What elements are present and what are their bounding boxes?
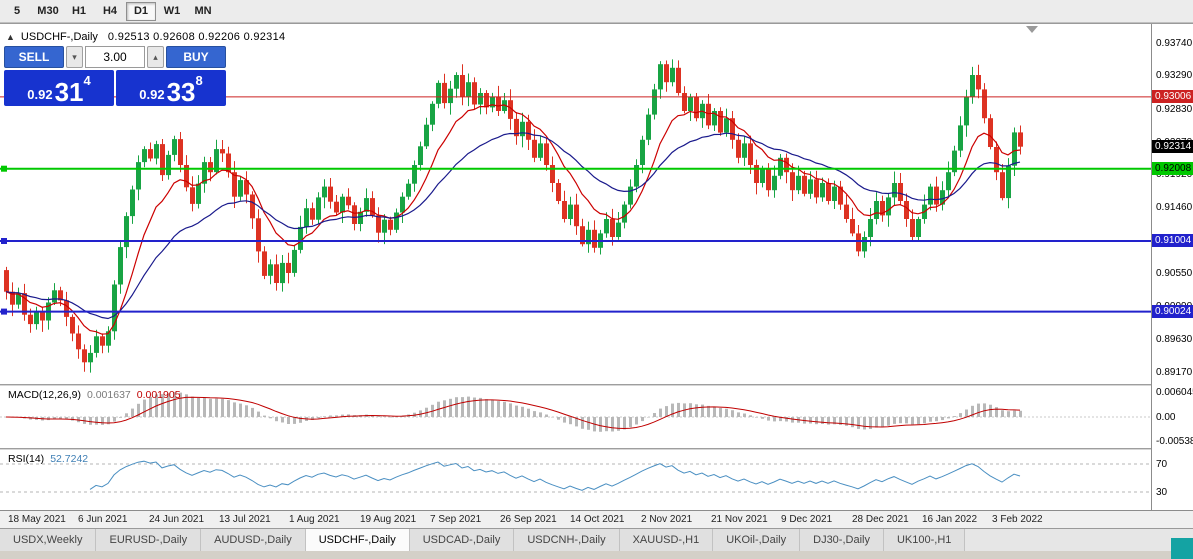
chart-tab-eurusd-daily[interactable]: EURUSD-,Daily	[96, 529, 202, 551]
chart-symbol-title: USDCHF-,Daily	[20, 31, 98, 43]
chart-tab-ukoil-daily[interactable]: UKOil-,Daily	[713, 529, 801, 551]
date-label: 1 Aug 2021	[289, 514, 340, 525]
chart-tab-usdcad-daily[interactable]: USDCAD-,Daily	[409, 529, 515, 551]
timeframe-button-h4[interactable]: H4	[95, 2, 125, 21]
sell-button[interactable]: SELL	[4, 46, 64, 68]
rsi-pane[interactable]	[0, 450, 1151, 510]
sell-price-prefix: 0.92	[27, 87, 53, 103]
oct-controls-row: SELL ▾ ▴ BUY	[4, 46, 226, 68]
moving-averages	[5, 104, 1021, 335]
price-scale[interactable]: 0.937400.932900.928300.923700.919200.914…	[1151, 24, 1193, 510]
chart-tab-usdx-weekly[interactable]: USDX,Weekly	[0, 529, 97, 551]
buy-button[interactable]: BUY	[166, 46, 226, 68]
rsi-value: 52.7242	[50, 453, 89, 465]
timeframe-button-d1[interactable]: D1	[126, 1, 156, 21]
macd-signal-value: 0.001905	[136, 389, 181, 401]
rsi-splitter[interactable]	[0, 448, 1193, 450]
chevron-up-icon: ▴	[153, 51, 158, 62]
sell-price-pips: 31	[54, 76, 84, 107]
price-tick-label: 0.89630	[1156, 334, 1193, 345]
price-tick-label: 0.89170	[1156, 367, 1193, 378]
date-label: 6 Jun 2021	[78, 514, 128, 525]
rsi-header: RSI(14) 52.7242	[8, 453, 94, 465]
date-label: 13 Jul 2021	[219, 514, 271, 525]
macd-pane[interactable]	[0, 386, 1151, 448]
chart-shift-marker	[1026, 26, 1038, 33]
price-badge-0.92314: 0.92314	[1152, 140, 1193, 153]
oct-price-row: 0.92 31 4 0.92 33 8	[4, 70, 226, 106]
macd-axis-label: -0.005383	[1156, 436, 1193, 447]
timeframe-button-h1[interactable]: H1	[64, 2, 94, 21]
chart-tab-usdcnh-daily[interactable]: USDCNH-,Daily	[514, 529, 620, 551]
buy-price-fraction: 8	[195, 73, 203, 88]
date-label: 24 Jun 2021	[149, 514, 205, 525]
chart-tab-dj30-daily[interactable]: DJ30-,Daily	[800, 529, 884, 551]
macd-main-value: 0.001637	[86, 389, 131, 401]
chart-tab-bar: USDX,Weekly EURUSD-,Daily AUDUSD-,Daily USD…	[0, 528, 1193, 551]
volume-input[interactable]	[85, 46, 145, 68]
macd-header: MACD(12,26,9) 0.001637 0.001905	[8, 389, 187, 401]
date-label: 28 Dec 2021	[852, 514, 909, 525]
price-badge-0.93006: 0.93006	[1152, 90, 1193, 103]
buy-price-panel[interactable]: 0.92 33 8	[116, 70, 226, 106]
price-tick-label: 0.92830	[1156, 104, 1193, 115]
price-tick-label: 0.93290	[1156, 70, 1193, 81]
sell-price-panel[interactable]: 0.92 31 4	[4, 70, 114, 106]
chart-ohlc-values: 0.92513 0.92608 0.92206 0.92314	[107, 31, 286, 43]
date-label: 19 Aug 2021	[360, 514, 417, 525]
one-click-trading-panel: SELL ▾ ▴ BUY 0.92 31 4 0.92 33 8	[4, 46, 226, 106]
price-badge-0.92008: 0.92008	[1152, 162, 1193, 175]
price-tick-label: 0.93740	[1156, 38, 1193, 49]
rsi-level-label: 70	[1156, 459, 1168, 470]
candles	[4, 59, 1023, 373]
buy-price-pips: 33	[166, 76, 196, 107]
date-label: 3 Feb 2022	[992, 514, 1043, 525]
date-label: 16 Jan 2022	[922, 514, 978, 525]
buy-price-prefix: 0.92	[139, 87, 165, 103]
macd-axis-label: 0.006045	[1156, 387, 1193, 398]
chevron-down-icon: ▾	[72, 51, 77, 62]
macd-splitter[interactable]	[0, 384, 1193, 386]
rsi-level-label: 30	[1156, 487, 1168, 498]
desktop-corner	[1171, 538, 1193, 559]
timeframe-toolbar: 5 M30 H1 H4 D1 W1 MN	[0, 0, 1193, 23]
price-tick-label: 0.91460	[1156, 202, 1193, 213]
one-click-collapse-icon[interactable]: ▲	[6, 32, 15, 42]
date-label: 14 Oct 2021	[570, 514, 625, 525]
chart-ohlc-header: ▲ USDCHF-,Daily 0.92513 0.92608 0.92206 …	[6, 31, 285, 43]
timeframe-button-5[interactable]: 5	[2, 2, 32, 21]
price-chart-canvas[interactable]	[0, 24, 1151, 384]
volume-decrease-button[interactable]: ▾	[66, 46, 83, 68]
chart-tab-audusd-daily[interactable]: AUDUSD-,Daily	[201, 529, 306, 551]
date-label: 9 Dec 2021	[781, 514, 833, 525]
time-axis: 18 May 2021 6 Jun 2021 24 Jun 2021 13 Jul 2…	[0, 510, 1193, 528]
macd-axis-label: 0.00	[1156, 412, 1176, 423]
date-label: 2 Nov 2021	[641, 514, 693, 525]
timeframe-button-mn[interactable]: MN	[188, 2, 218, 21]
price-tick-label: 0.90550	[1156, 268, 1193, 279]
rsi-label: RSI(14)	[8, 453, 45, 465]
window-edge	[0, 551, 1193, 559]
date-label: 7 Sep 2021	[430, 514, 482, 525]
date-label: 18 May 2021	[8, 514, 66, 525]
timeframe-button-w1[interactable]: W1	[157, 2, 187, 21]
date-label: 21 Nov 2021	[711, 514, 768, 525]
sell-price-fraction: 4	[83, 73, 91, 88]
macd-label: MACD(12,26,9)	[8, 389, 81, 401]
chart-tab-xauusd-h1[interactable]: XAUUSD-,H1	[619, 529, 714, 551]
price-badge-0.90024: 0.90024	[1152, 305, 1193, 318]
chart-window: ▲ USDCHF-,Daily 0.92513 0.92608 0.92206 …	[0, 23, 1193, 528]
price-badge-0.91004: 0.91004	[1152, 234, 1193, 247]
chart-tab-uk100-h1[interactable]: UK100-,H1	[883, 529, 966, 551]
date-label: 26 Sep 2021	[500, 514, 557, 525]
volume-increase-button[interactable]: ▴	[147, 46, 164, 68]
chart-tab-usdchf-daily[interactable]: USDCHF-,Daily	[305, 529, 410, 551]
timeframe-button-m30[interactable]: M30	[33, 2, 63, 21]
